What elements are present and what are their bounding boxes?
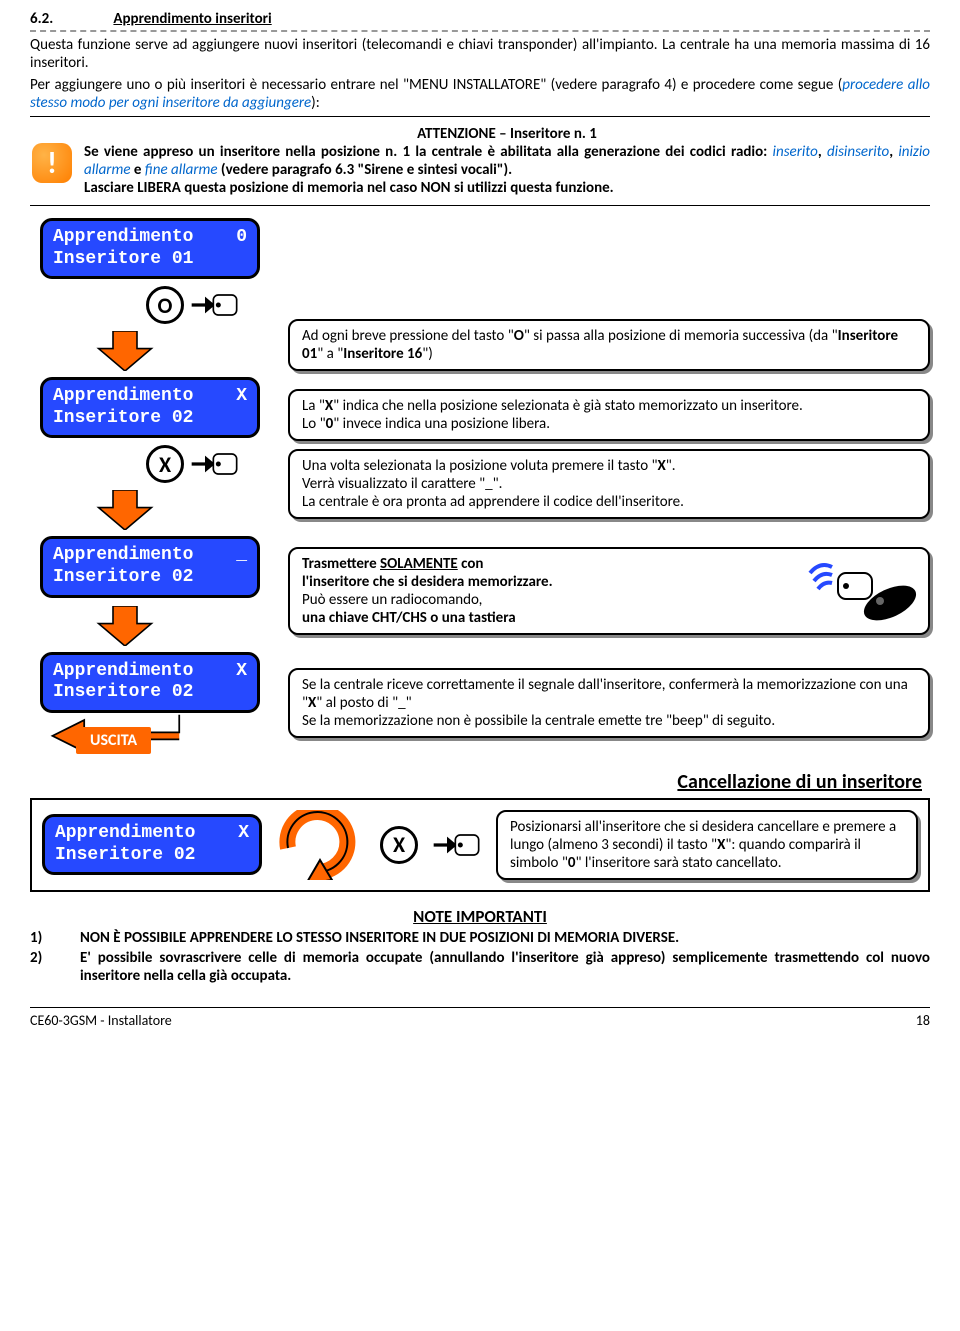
b1c: " a " <box>317 345 343 363</box>
section-heading: 6.2. Apprendimento inseritori <box>30 10 930 28</box>
page-footer: CE60-3GSM - Installatore 18 <box>30 1008 930 1029</box>
b4l2: l'inseritore che si desidera memorizzare… <box>302 573 553 591</box>
b4l1u: SOLAMENTE <box>380 555 458 573</box>
b1d: ") <box>422 345 433 363</box>
b1a: Ad ogni breve pressione del tasto " <box>302 327 514 345</box>
cancel-box: Apprendimento X Inseritore 02 X Posiziona… <box>30 798 930 892</box>
info-box-1: Ad ogni breve pressione del tasto "O" si… <box>288 319 930 371</box>
info-box-4: Trasmettere SOLAMENTE con l'inseritore c… <box>288 547 930 635</box>
arrow-down-2 <box>90 490 160 530</box>
hand-icon-3 <box>432 825 482 865</box>
section-title: Apprendimento inseritori <box>113 10 271 28</box>
footer-left: CE60-3GSM - Installatore <box>30 1012 172 1029</box>
lcd-2: Apprendimento X Inseritore 02 <box>40 377 260 438</box>
b4l4: una chiave CHT/CHS o una tastiera <box>302 609 516 627</box>
lcd4-l: Apprendimento <box>53 661 193 683</box>
b1i16: Inseritore 16 <box>343 345 422 363</box>
arrow-down-3 <box>90 606 160 646</box>
key-x-press: X <box>146 444 240 484</box>
info-box-5: Se la centrale riceve correttamente il s… <box>288 668 930 738</box>
lcd-5: Apprendimento X Inseritore 02 <box>42 814 262 875</box>
warn-l1b: (vedere paragrafo 6.3 "Sirene e sintesi … <box>218 161 513 179</box>
dashed-divider <box>30 30 930 32</box>
key-x: X <box>146 445 184 483</box>
warn-l1a: Se viene appreso un inseritore nella pos… <box>84 143 773 161</box>
warn-w1: inserito <box>773 143 818 161</box>
section-number: 6.2. <box>30 10 110 28</box>
arrow-down-1 <box>90 331 160 371</box>
lcd1-b: Inseritore 01 <box>53 249 247 271</box>
note-num-2: 2) <box>30 949 60 985</box>
note-num-1: 1) <box>30 929 60 947</box>
warning-text: ATTENZIONE – Inseritore n. 1 Se viene ap… <box>84 125 930 197</box>
key-o-press: O <box>146 285 240 325</box>
uscita-label: USCITA <box>76 727 151 754</box>
notes-title: NOTE IMPORTANTI <box>30 906 930 927</box>
curve-arrow-icon <box>276 810 366 880</box>
hand-icon-2 <box>190 444 240 484</box>
b1o: O <box>514 327 524 345</box>
lcd-4: Apprendimento X Inseritore 02 <box>40 652 260 713</box>
cancel-info-box: Posizionarsi all'inseritore che si desid… <box>496 810 918 880</box>
divider <box>30 116 930 117</box>
warn-w2: disinserito <box>827 143 889 161</box>
lcd2-b: Inseritore 02 <box>53 408 247 430</box>
lcd5-r: X <box>238 823 249 845</box>
warning-title: ATTENZIONE – Inseritore n. 1 <box>84 125 930 143</box>
warn-l2: Lasciare LIBERA questa posizione di memo… <box>84 179 614 197</box>
footer-right: 18 <box>916 1012 930 1029</box>
cancel-title: Cancellazione di un inseritore <box>30 770 922 794</box>
b3l3: La centrale è ora pronta ad apprendere i… <box>302 493 684 511</box>
info-box-2: La "X" indica che nella posizione selezi… <box>288 389 930 441</box>
lcd1-l: Apprendimento <box>53 227 193 249</box>
lcd4-b: Inseritore 02 <box>53 682 247 704</box>
lcd-3: Apprendimento _ Inseritore 02 <box>40 536 260 597</box>
note-1: NON È POSSIBILE APPRENDERE LO STESSO INS… <box>80 929 930 947</box>
lcd2-r: X <box>236 386 247 408</box>
lcd1-r: 0 <box>236 227 247 249</box>
lcd-1: Apprendimento 0 Inseritore 01 <box>40 218 260 279</box>
lcd5-b: Inseritore 02 <box>55 845 249 867</box>
notes-block: NOTE IMPORTANTI 1) NON È POSSIBILE APPRE… <box>30 906 930 985</box>
b5l2: Se la memorizzazione non è possibile la … <box>302 712 775 730</box>
b4l1b: con <box>458 555 484 573</box>
lcd4-r: X <box>236 661 247 683</box>
b3l2: Verrà visualizzato il carattere "_". <box>302 475 502 493</box>
intro-p2c: ): <box>311 94 320 112</box>
flow-area: Apprendimento 0 Inseritore 01 O Ad ogni b… <box>30 218 930 754</box>
lcd3-l: Apprendimento <box>53 545 193 567</box>
b2l2b: " invece indica una posizione libera. <box>333 415 550 433</box>
lcd2-l: Apprendimento <box>53 386 193 408</box>
b5l1b: " al posto di "_" <box>316 694 411 712</box>
warning-block: ! ATTENZIONE – Inseritore n. 1 Se viene … <box>30 125 930 197</box>
intro-p1: Questa funzione serve ad aggiungere nuov… <box>30 36 930 72</box>
lcd3-r: _ <box>236 545 247 567</box>
b2l1a: La " <box>302 397 325 415</box>
intro-p2a: Per aggiungere uno o più inseritori è ne… <box>30 76 842 94</box>
lcd5-l: Apprendimento <box>55 823 195 845</box>
key-x-cancel: X <box>380 826 418 864</box>
b2x: X <box>325 397 333 415</box>
b1b: " si passa alla posizione di memoria suc… <box>524 327 838 345</box>
b2l2a: Lo " <box>302 415 326 433</box>
hand-icon <box>190 285 240 325</box>
b3x: X <box>658 457 666 475</box>
warn-w4: fine allarme <box>145 161 218 179</box>
intro-p2: Per aggiungere uno o più inseritori è ne… <box>30 76 930 112</box>
b3l1a: Una volta selezionata la posizione volut… <box>302 457 658 475</box>
b3l1b: ". <box>666 457 676 475</box>
divider-2 <box>30 205 930 206</box>
key-o: O <box>146 286 184 324</box>
b4l3: Può essere un radiocomando, <box>302 591 482 609</box>
note-2: E' possibile sovrascrivere celle di memo… <box>80 949 930 985</box>
info-box-3: Una volta selezionata la posizione volut… <box>288 449 930 519</box>
warning-icon: ! <box>32 143 72 183</box>
remote-icon <box>800 553 920 633</box>
lcd3-b: Inseritore 02 <box>53 567 247 589</box>
b2l1b: " indica che nella posizione selezionata… <box>333 397 803 415</box>
cb-l3: " l'inseritore sarà stato cancellato. <box>575 854 781 872</box>
b4l1a: Trasmettere <box>302 555 380 573</box>
